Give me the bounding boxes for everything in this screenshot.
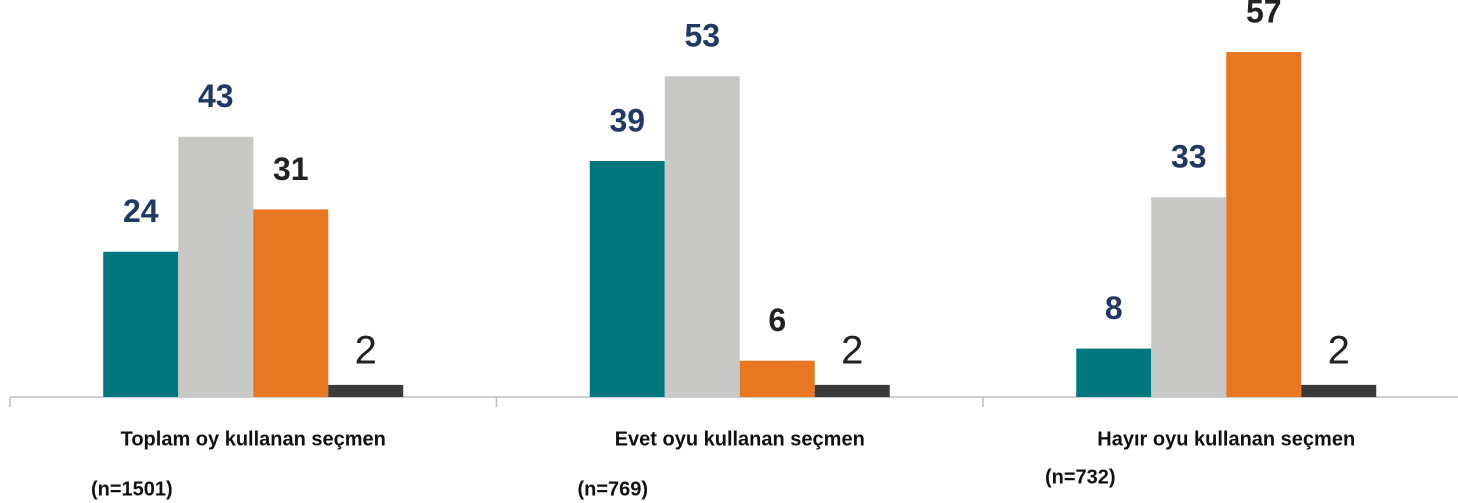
data-label: 43 — [198, 78, 234, 114]
data-label: 6 — [768, 302, 786, 338]
bar — [328, 384, 404, 397]
data-label: 53 — [684, 18, 720, 54]
sample-size-label: (n=732) — [1045, 466, 1116, 488]
sample-size-label: (n=1501) — [91, 478, 173, 500]
bar — [739, 360, 815, 397]
data-label: 2 — [1328, 328, 1350, 372]
bar — [664, 76, 740, 397]
data-label: 31 — [273, 151, 309, 187]
bar — [1301, 384, 1377, 397]
x-tick-label: Toplam oy kullanan seçmen — [121, 428, 386, 450]
bar — [1076, 348, 1152, 397]
data-label: 24 — [123, 193, 159, 229]
x-tick-label: Hayır oyu kullanan seçmen — [1097, 428, 1355, 450]
bar — [1151, 197, 1227, 397]
bar — [103, 251, 179, 397]
data-label: 2 — [841, 328, 863, 372]
x-tick-label: Evet oyu kullanan seçmen — [615, 428, 865, 450]
data-label: 2 — [355, 328, 377, 372]
data-label: 33 — [1171, 139, 1207, 175]
bar — [814, 384, 890, 397]
data-label: 8 — [1105, 290, 1123, 326]
data-label: 57 — [1246, 0, 1282, 29]
bar — [1226, 52, 1302, 398]
bar — [589, 160, 665, 397]
data-label: 39 — [609, 102, 645, 138]
bar — [178, 136, 254, 397]
sample-size-label: (n=769) — [578, 478, 649, 500]
bar — [253, 209, 329, 397]
